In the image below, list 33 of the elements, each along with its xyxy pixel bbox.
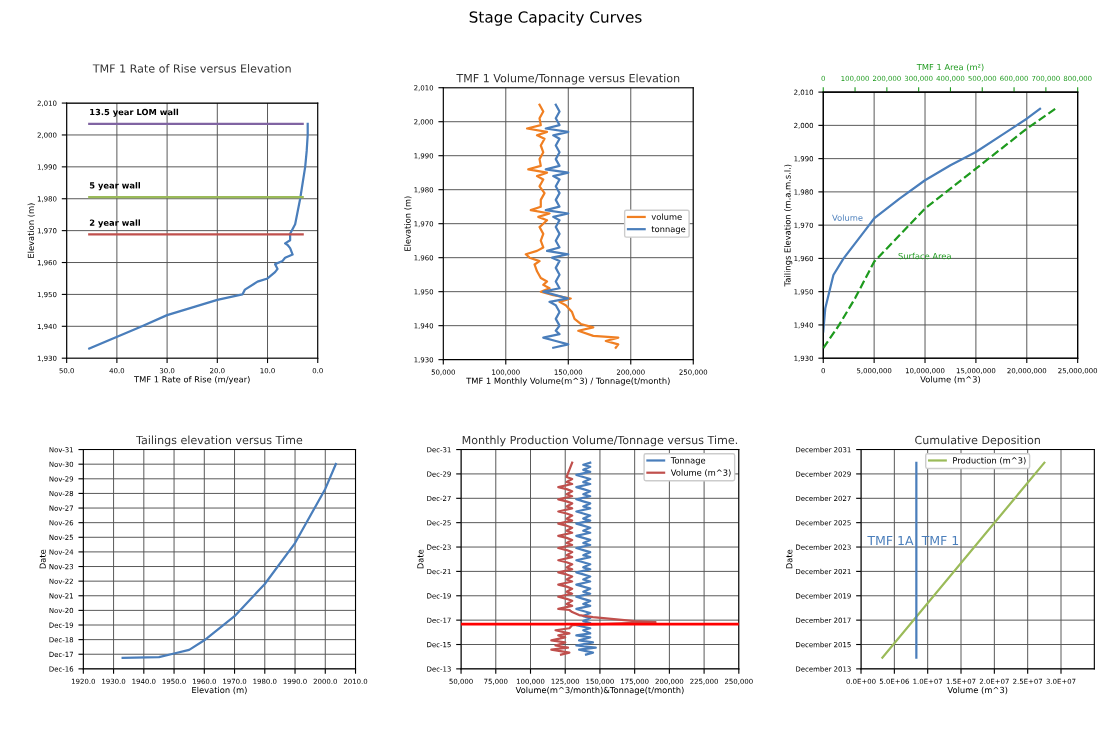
legend-label: Production (m^3)	[953, 457, 1026, 465]
chart-title: Tailings elevation versus Time	[136, 435, 303, 447]
x-axis-title: Volume(m^3/month)&Tonnage(t/month)	[515, 686, 684, 695]
chart-title: TMF 1 Volume/Tonnage versus Elevation	[456, 73, 680, 85]
x-axis-title: Volume (m^3)	[947, 686, 1008, 695]
y-axis-title: Elevation (m)	[404, 196, 412, 251]
y-axis-title: Tailings Elevation (m.a.m.s.l.)	[784, 164, 793, 287]
x-axis-title: TMF 1 Rate of Rise (m/year)	[134, 376, 250, 385]
legend-label: Volume (m^3)	[670, 469, 731, 477]
series-label: Volume	[832, 214, 863, 221]
x-axis-title: Volume (m^3)	[920, 376, 981, 384]
y-axis-title: Date	[39, 549, 46, 569]
annotation: TMF 1A	[867, 536, 914, 546]
series-label: 13.5 year LOM wall	[90, 108, 179, 117]
chart-title: Monthly Production Volume/Tonnage versus Time.	[462, 435, 738, 447]
text: Stage Capacity Curves	[469, 10, 642, 26]
line-series	[524, 103, 620, 349]
series-label: 5 year wall	[89, 182, 141, 191]
x-axis-title: Elevation (m)	[192, 686, 247, 695]
x-axis-title: TMF 1 Monthly Volume(m^3) / Tonnage(t/month)	[466, 377, 670, 386]
chart-title: Cumulative Deposition	[915, 435, 1040, 447]
legend-label: Tonnage	[670, 457, 706, 466]
legend-label: volume	[651, 213, 682, 220]
line-series	[542, 103, 570, 349]
chart-title: TMF 1 Rate of Rise versus Elevation	[92, 64, 291, 73]
y-axis-title: Date	[786, 549, 793, 569]
y-axis-title: Elevation (m)	[27, 203, 36, 258]
series-label: Surface Area	[898, 252, 951, 260]
x2-axis-title: TMF 1 Area (m²)	[916, 63, 984, 72]
line-series	[88, 122, 309, 350]
legend-label: tonnage	[651, 226, 686, 234]
series-label: 2 year wall	[89, 219, 141, 228]
y-axis-title: Date	[417, 549, 424, 569]
